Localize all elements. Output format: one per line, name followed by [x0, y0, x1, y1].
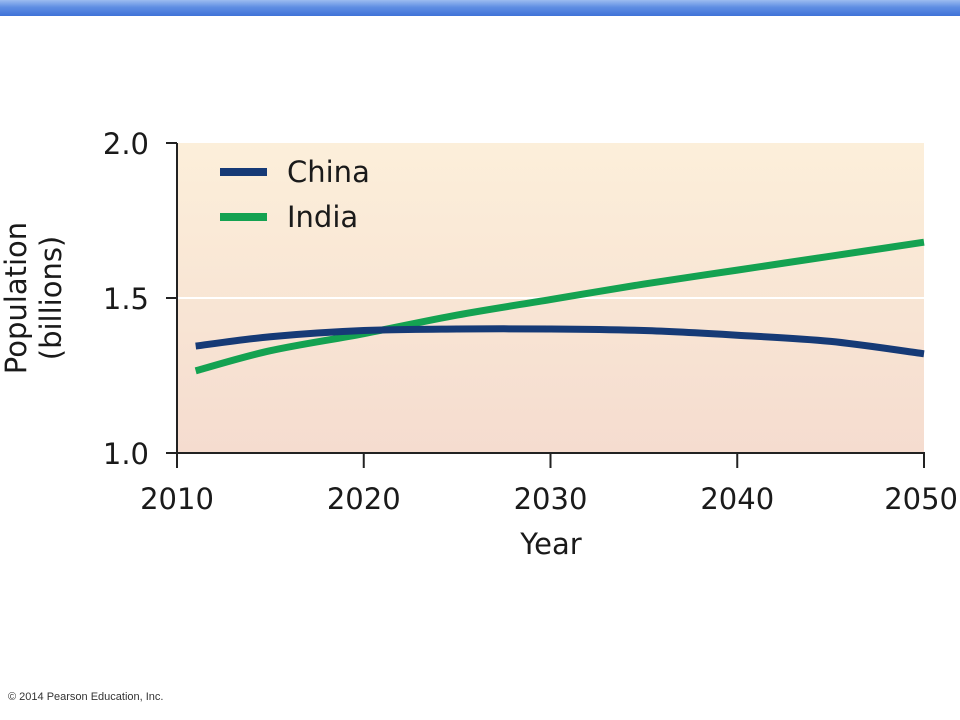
- y-axis-label: Population(billions): [0, 222, 68, 374]
- slide-top-bar: [0, 0, 960, 16]
- legend-label-china: China: [287, 155, 370, 189]
- copyright-notice: © 2014 Pearson Education, Inc.: [8, 691, 164, 703]
- legend-label-india: India: [287, 200, 358, 234]
- x-tick-label: 2010: [140, 482, 214, 516]
- series-line-china: [195, 325, 925, 358]
- y-tick-label: 1.0: [103, 437, 149, 471]
- x-tick-label: 2040: [700, 482, 774, 516]
- x-tick-label: 2050: [884, 482, 958, 516]
- y-tick-label: 1.5: [103, 282, 149, 316]
- x-tick-label: 2030: [514, 482, 588, 516]
- series-line-india: [194, 238, 925, 375]
- y-tick-label: 2.0: [103, 127, 149, 161]
- x-tick-label: 2020: [327, 482, 401, 516]
- x-axis-label: Year: [519, 527, 581, 561]
